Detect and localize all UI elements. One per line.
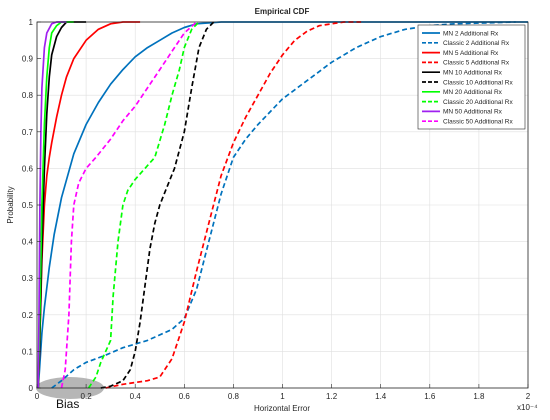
x-tick-label: 1.4	[375, 392, 387, 401]
legend-label-classic-5-additional-rx: Classic 5 Additional Rx	[443, 60, 510, 67]
y-axis-title: Probability	[6, 186, 15, 223]
y-tick-label: 0.4	[22, 238, 34, 247]
y-tick-label: 0.7	[22, 128, 34, 137]
x-axis-title: Horizontal Error	[254, 404, 310, 413]
legend-label-classic-50-additional-rx: Classic 50 Additional Rx	[443, 119, 513, 126]
legend: MN 2 Additional Rx Classic 2 Additional R…	[417, 24, 526, 130]
x-tick-label: 1.8	[473, 392, 485, 401]
y-tick-label: 0	[29, 384, 34, 393]
y-tick-label: 0.8	[22, 91, 34, 100]
x-axis-multiplier: x10⁻⁴	[517, 403, 538, 412]
y-tick-label: 1	[29, 18, 34, 27]
legend-label-mn-20-additional-rx: MN 20 Additional Rx	[443, 89, 503, 96]
y-tick-label: 0.1	[22, 347, 34, 356]
axis-ticks: 0 0.2 0.4 0.6 0.8 1 1.2 1.4 1.6 1.8 2 0 0.1 0.2 0.3 0.4…	[22, 18, 531, 401]
x-tick-label: 0.6	[179, 392, 191, 401]
y-tick-label: 0.5	[22, 201, 34, 210]
x-tick-label: 1.2	[326, 392, 338, 401]
series-line-mn-50-additional-rx	[37, 21, 67, 389]
x-tick-label: 1.6	[424, 392, 436, 401]
legend-label-classic-2-additional-rx: Classic 2 Additional Rx	[443, 40, 510, 47]
series-line-mn-20-additional-rx	[37, 21, 74, 389]
y-tick-label: 0.2	[22, 311, 34, 320]
x-tick-label: 0	[35, 392, 40, 401]
series-line-classic-20-additional-rx	[87, 21, 200, 389]
y-tick-label: 0.6	[22, 164, 34, 173]
series-line-mn-2-additional-rx	[37, 21, 528, 389]
legend-label-mn-5-additional-rx: MN 5 Additional Rx	[443, 50, 499, 57]
y-tick-label: 0.3	[22, 274, 34, 283]
x-tick-label: 2	[526, 392, 531, 401]
bias-annotation: Bias	[56, 397, 79, 411]
legend-label-mn-50-additional-rx: MN 50 Additional Rx	[443, 109, 503, 116]
y-tick-label: 0.9	[22, 55, 34, 64]
legend-label-mn-10-additional-rx: MN 10 Additional Rx	[443, 70, 503, 77]
x-tick-label: 0.8	[228, 392, 240, 401]
legend-label-classic-10-additional-rx: Classic 10 Additional Rx	[443, 79, 513, 86]
x-tick-label: 0.4	[130, 392, 142, 401]
legend-label-mn-2-additional-rx: MN 2 Additional Rx	[443, 30, 499, 37]
series-line-classic-2-additional-rx	[51, 21, 516, 389]
series-line-classic-10-additional-rx	[100, 21, 215, 389]
chart-title: Empirical CDF	[255, 7, 310, 16]
x-tick-label: 1	[280, 392, 285, 401]
legend-label-classic-20-additional-rx: Classic 20 Additional Rx	[443, 99, 513, 106]
series-line-classic-50-additional-rx	[60, 21, 198, 389]
series-layer	[37, 21, 528, 389]
x-tick-label: 0.2	[81, 392, 93, 401]
